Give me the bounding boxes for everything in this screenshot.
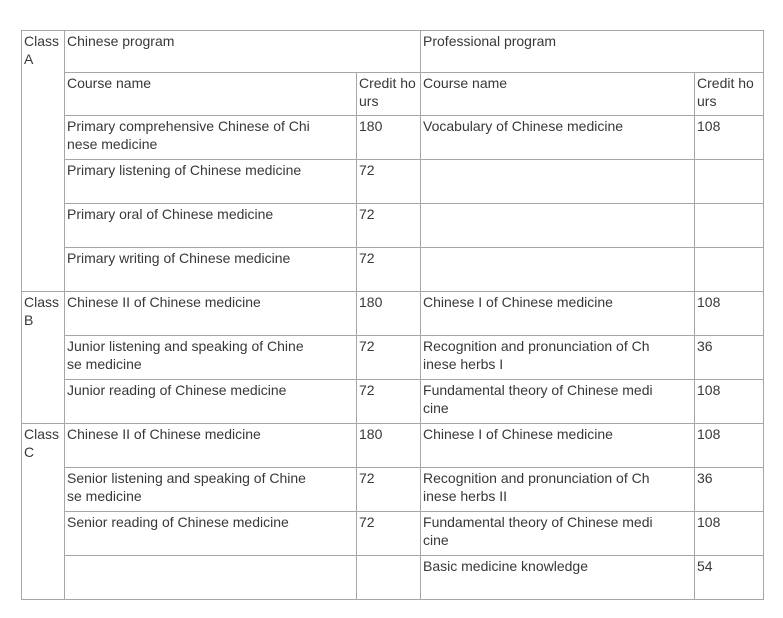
cn-course-cell: Senior listening and speaking of Chine s… bbox=[64, 467, 357, 512]
pro-credit-cell: 108 bbox=[694, 291, 765, 336]
pro-course-cell bbox=[420, 247, 696, 292]
table-row: Basic medicine knowledge 54 bbox=[22, 555, 765, 600]
class-c-label-cell: Class C bbox=[21, 423, 65, 600]
pro-credit-cell: 108 bbox=[694, 511, 765, 556]
pro-course-cell: Chinese I of Chinese medicine bbox=[420, 423, 696, 468]
chinese-program-header: Chinese program bbox=[63, 30, 422, 73]
cn-course-cell bbox=[64, 555, 357, 600]
pro-course-cell: Basic medicine knowledge bbox=[420, 555, 696, 600]
cn-credit-cell: 72 bbox=[355, 247, 422, 292]
pro-credit-cell: 108 bbox=[694, 115, 765, 160]
pro-course-cell: Recognition and pronunciation of Ch ines… bbox=[420, 335, 696, 380]
pro-credit-cell bbox=[694, 159, 765, 204]
pro-course-cell: Fundamental theory of Chinese medi cine bbox=[420, 379, 696, 424]
class-b-label-cell: Class B bbox=[21, 291, 65, 424]
cn-credit-cell: 180 bbox=[355, 291, 422, 336]
pro-credit-cell: 108 bbox=[694, 379, 765, 424]
cn-course-cell: Primary writing of Chinese medicine bbox=[64, 247, 357, 292]
pro-course-cell: Chinese I of Chinese medicine bbox=[420, 291, 696, 336]
pro-credit-cell: 108 bbox=[694, 423, 765, 468]
cn-credit-cell: 72 bbox=[355, 467, 422, 512]
cn-course-cell: Primary oral of Chinese medicine bbox=[64, 203, 357, 248]
pro-course-cell bbox=[420, 159, 696, 204]
curriculum-table-container: Class A Chinese program Professional pro… bbox=[21, 30, 765, 600]
cn-course-cell: Junior listening and speaking of Chine s… bbox=[64, 335, 357, 380]
cn-credit-cell: 72 bbox=[355, 159, 422, 204]
table-row: Senior reading of Chinese medicine 72 Fu… bbox=[22, 511, 765, 556]
table-row: Junior listening and speaking of Chine s… bbox=[22, 335, 765, 380]
cn-course-name-header: Course name bbox=[64, 72, 357, 116]
pro-credit-hours-header: Credit ho urs bbox=[694, 72, 765, 116]
cn-credit-cell bbox=[355, 555, 422, 600]
pro-course-name-header: Course name bbox=[420, 72, 696, 116]
pro-course-cell: Vocabulary of Chinese medicine bbox=[420, 115, 696, 160]
cn-course-cell: Junior reading of Chinese medicine bbox=[64, 379, 357, 424]
cn-course-cell: Chinese II of Chinese medicine bbox=[64, 423, 357, 468]
pro-course-cell bbox=[420, 203, 696, 248]
pro-credit-cell bbox=[694, 247, 765, 292]
cn-course-cell: Primary comprehensive Chinese of Chi nes… bbox=[64, 115, 357, 160]
table-row: Primary comprehensive Chinese of Chi nes… bbox=[22, 115, 765, 160]
cn-credit-cell: 180 bbox=[355, 115, 422, 160]
curriculum-table: Class A Chinese program Professional pro… bbox=[21, 30, 765, 600]
table-row: Senior listening and speaking of Chine s… bbox=[22, 467, 765, 512]
pro-course-cell: Fundamental theory of Chinese medi cine bbox=[420, 511, 696, 556]
cn-credit-cell: 72 bbox=[355, 203, 422, 248]
header-row-columns: Course name Credit ho urs Course name Cr… bbox=[22, 72, 765, 116]
cn-course-cell: Chinese II of Chinese medicine bbox=[64, 291, 357, 336]
cn-credit-cell: 72 bbox=[355, 379, 422, 424]
pro-credit-cell: 36 bbox=[694, 467, 765, 512]
cn-course-cell: Primary listening of Chinese medicine bbox=[64, 159, 357, 204]
pro-credit-cell: 54 bbox=[694, 555, 765, 600]
cn-credit-hours-header: Credit ho urs bbox=[355, 72, 422, 116]
header-row-programs: Class A Chinese program Professional pro… bbox=[21, 30, 765, 292]
table-row: Class B Chinese II of Chinese medicine 1… bbox=[21, 291, 765, 424]
cn-credit-cell: 72 bbox=[355, 335, 422, 380]
table-row: Primary writing of Chinese medicine 72 bbox=[22, 247, 765, 292]
table-row: Class C Chinese II of Chinese medicine 1… bbox=[21, 423, 765, 600]
cn-course-cell: Senior reading of Chinese medicine bbox=[64, 511, 357, 556]
class-a-label-cell: Class A bbox=[21, 30, 65, 292]
professional-program-header: Professional program bbox=[420, 30, 765, 73]
table-row: Primary oral of Chinese medicine 72 bbox=[22, 203, 765, 248]
pro-credit-cell: 36 bbox=[694, 335, 765, 380]
table-row: Primary listening of Chinese medicine 72 bbox=[22, 159, 765, 204]
table-row: Junior reading of Chinese medicine 72 Fu… bbox=[22, 379, 765, 424]
cn-credit-cell: 72 bbox=[355, 511, 422, 556]
pro-course-cell: Recognition and pronunciation of Ch ines… bbox=[420, 467, 696, 512]
cn-credit-cell: 180 bbox=[355, 423, 422, 468]
pro-credit-cell bbox=[694, 203, 765, 248]
